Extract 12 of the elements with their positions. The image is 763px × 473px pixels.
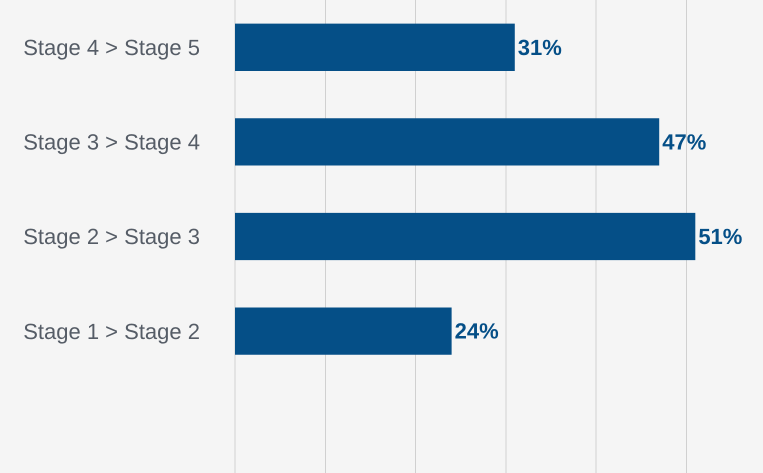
data-label: 51% <box>698 224 742 249</box>
bar <box>235 212 696 260</box>
bar <box>235 24 515 71</box>
bar <box>235 307 452 355</box>
data-label: 24% <box>454 318 499 344</box>
y-tick-label: Stage 1 > Stage 2 <box>23 318 200 344</box>
bar <box>235 118 660 166</box>
data-label: 31% <box>518 34 562 60</box>
y-tick-label: Stage 2 > Stage 3 <box>23 224 200 250</box>
y-tick-label: Stage 3 > Stage 4 <box>23 130 200 155</box>
y-tick-label: Stage 4 > Stage 5 <box>23 35 200 60</box>
data-label: 47% <box>662 129 706 154</box>
